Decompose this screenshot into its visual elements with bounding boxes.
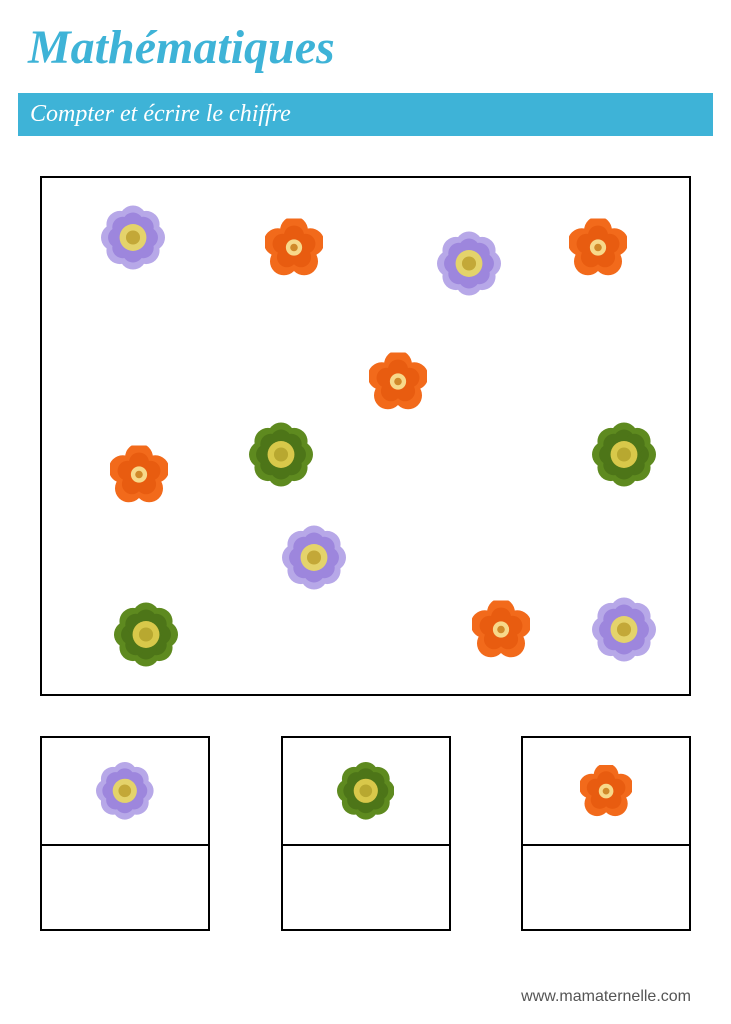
green-flower-icon [592,422,656,491]
footer-url: www.mamaternelle.com [521,988,691,1006]
orange-flower-icon [472,601,530,664]
instruction-text: Compter et écrire le chiffre [30,101,701,128]
purple-flower-icon [592,598,656,667]
orange-flower-icon [265,219,323,282]
orange-flower-icon [369,353,427,416]
answer-cell [281,736,451,931]
purple-flower-icon [437,231,501,300]
answer-key-orange [521,736,691,846]
answer-cell [40,736,210,931]
counting-area [40,176,691,696]
purple-flower-icon [101,205,165,274]
answer-input-box[interactable] [281,846,451,931]
answer-input-box[interactable] [40,846,210,931]
orange-flower-icon [110,446,168,509]
answer-input-box[interactable] [521,846,691,931]
page-title: Mathématiques [0,0,731,85]
orange-flower-icon [569,219,627,282]
green-flower-icon [249,422,313,491]
answer-row [40,736,691,931]
instruction-banner: Compter et écrire le chiffre [18,93,713,136]
answer-cell [521,736,691,931]
answer-key-purple [40,736,210,846]
answer-key-green [281,736,451,846]
purple-flower-icon [282,525,346,594]
green-flower-icon [114,603,178,672]
